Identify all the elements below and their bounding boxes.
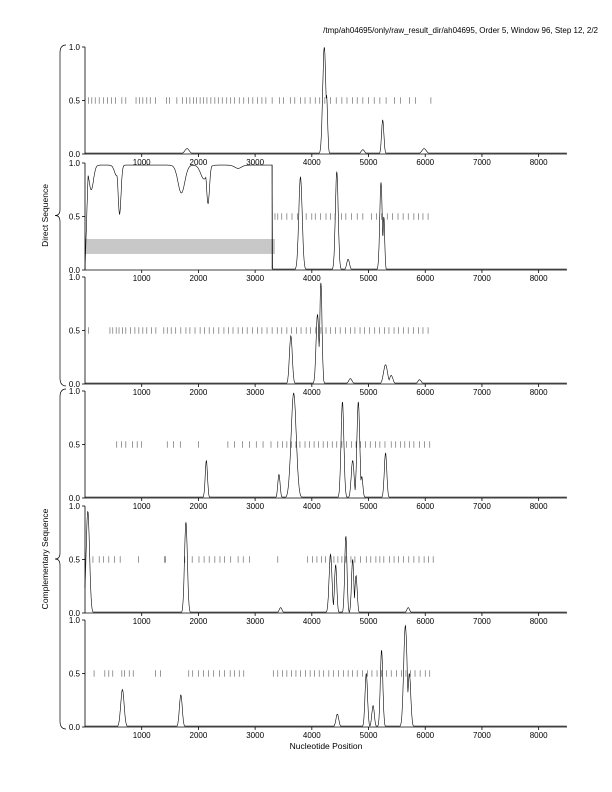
x-tick-label: 5000 (360, 388, 378, 397)
x-tick-label: 1000 (133, 731, 151, 740)
x-tick-label: 6000 (416, 617, 434, 626)
x-tick-label: 7000 (473, 502, 491, 511)
panel-6: 0.0 0.5 1.0 1000 2000 3000 4000 5000 6000 7000 800… (69, 616, 567, 740)
y-tick-label: 0.0 (69, 723, 81, 732)
group-brace (54, 44, 67, 387)
x-tick-label: 1000 (133, 388, 151, 397)
y-tick-label: 0.0 (69, 380, 81, 389)
x-tick-label: 3000 (246, 502, 264, 511)
x-tick-label: 1000 (133, 274, 151, 283)
x-tick-label: 6000 (416, 502, 434, 511)
x-tick-label: 5000 (360, 617, 378, 626)
x-tick-label: 6000 (416, 731, 434, 740)
x-tick-label: 6000 (416, 388, 434, 397)
x-tick-label: 8000 (530, 388, 548, 397)
y-tick-label: 1.0 (69, 502, 81, 511)
x-tick-label: 5000 (360, 502, 378, 511)
x-tick-label: 8000 (530, 274, 548, 283)
x-tick-label: 8000 (530, 731, 548, 740)
x-tick-label: 5000 (360, 158, 378, 167)
group-brace (54, 388, 67, 730)
x-tick-label: 4000 (303, 274, 321, 283)
x-tick-label: 5000 (360, 274, 378, 283)
x-tick-label: 5000 (360, 731, 378, 740)
y-tick-label: 1.0 (69, 616, 81, 625)
x-tick-label: 8000 (530, 502, 548, 511)
x-tick-label: 6000 (416, 158, 434, 167)
x-tick-label: 4000 (303, 158, 321, 167)
x-tick-label: 3000 (246, 617, 264, 626)
x-axis-label: Nucleotide Position (290, 741, 363, 751)
shaded-region (85, 238, 275, 254)
x-tick-label: 1000 (133, 502, 151, 511)
y-tick-label: 1.0 (69, 273, 81, 282)
panel-4: 0.0 0.5 1.0 1000 2000 3000 4000 5000 6000 7000 800… (69, 387, 567, 511)
x-tick-label: 2000 (190, 274, 208, 283)
x-tick-label: 4000 (303, 388, 321, 397)
panel-3: 0.0 0.5 1.0 1000 2000 3000 4000 5000 6000 7000 800… (69, 273, 567, 397)
x-tick-label: 2000 (190, 502, 208, 511)
y-tick-label: 0.5 (69, 670, 81, 679)
x-tick-label: 4000 (303, 731, 321, 740)
x-tick-label: 2000 (190, 731, 208, 740)
y-tick-label: 1.0 (69, 159, 81, 168)
x-tick-label: 7000 (473, 274, 491, 283)
x-tick-label: 2000 (190, 388, 208, 397)
panel-1: 0.0 0.5 1.0 1000 2000 3000 4000 5000 6000 7000 800… (69, 43, 567, 167)
x-tick-label: 7000 (473, 731, 491, 740)
x-tick-label: 3000 (246, 731, 264, 740)
data-trace (85, 392, 567, 498)
direct-sequence-label: Direct Sequence (40, 184, 50, 247)
x-tick-label: 3000 (246, 158, 264, 167)
x-tick-label: 8000 (530, 158, 548, 167)
y-tick-label: 0.0 (69, 150, 81, 159)
panel-2: 0.0 0.5 1.0 1000 2000 3000 4000 5000 6000 7000 800… (69, 159, 567, 283)
y-tick-label: 0.5 (69, 97, 81, 106)
x-tick-label: 2000 (190, 158, 208, 167)
y-tick-label: 0.5 (69, 327, 81, 336)
x-tick-label: 4000 (303, 617, 321, 626)
x-tick-label: 8000 (530, 617, 548, 626)
group-braces: Direct Sequence Complementary Sequence (40, 44, 67, 730)
x-tick-label: 1000 (133, 158, 151, 167)
x-tick-label: 6000 (416, 274, 434, 283)
data-trace (85, 47, 567, 154)
y-tick-label: 0.0 (69, 609, 81, 618)
x-tick-label: 1000 (133, 617, 151, 626)
chart-panels: 0.0 0.5 1.0 1000 2000 3000 4000 5000 6000 7000 800… (69, 43, 567, 740)
x-tick-label: 3000 (246, 388, 264, 397)
x-tick-label: 4000 (303, 502, 321, 511)
y-tick-label: 0.5 (69, 441, 81, 450)
x-tick-label: 7000 (473, 388, 491, 397)
data-trace (84, 164, 567, 271)
x-tick-label: 3000 (246, 274, 264, 283)
complementary-sequence-label: Complementary Sequence (40, 508, 50, 609)
y-tick-label: 0.5 (69, 556, 81, 565)
data-trace (85, 624, 567, 727)
panel-5: 0.0 0.5 1.0 1000 2000 3000 4000 5000 6000 7000 800… (69, 502, 567, 626)
page-title: /tmp/ah04695/only/raw_result_dir/ah04695… (323, 26, 598, 35)
y-tick-label: 1.0 (69, 43, 81, 52)
y-tick-label: 0.0 (69, 266, 81, 275)
data-trace (84, 510, 567, 613)
y-tick-label: 1.0 (69, 387, 81, 396)
y-tick-label: 0.0 (69, 494, 81, 503)
data-trace (85, 282, 567, 384)
x-tick-label: 7000 (473, 158, 491, 167)
y-tick-label: 0.5 (69, 213, 81, 222)
x-tick-label: 7000 (473, 617, 491, 626)
x-tick-label: 2000 (190, 617, 208, 626)
